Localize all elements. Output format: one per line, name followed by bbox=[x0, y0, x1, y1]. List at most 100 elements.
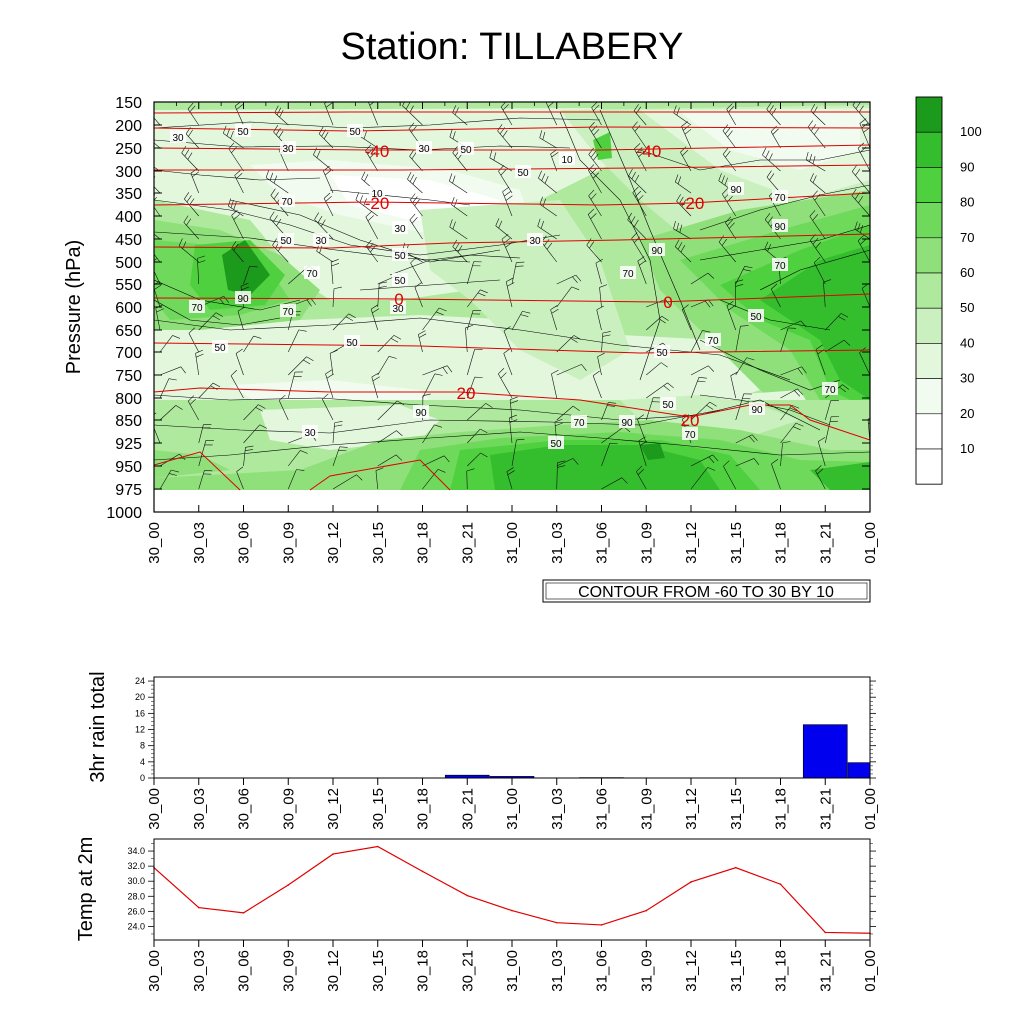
wind-barb bbox=[377, 430, 403, 444]
wind-barb bbox=[556, 364, 587, 376]
colorbar-swatch bbox=[915, 167, 943, 203]
wind-barb bbox=[375, 467, 384, 490]
rh-contour-label: 90 bbox=[619, 415, 635, 429]
wind-barb bbox=[155, 304, 164, 331]
time-tick-label: 31_12 bbox=[683, 950, 700, 992]
wind-barb bbox=[409, 213, 423, 240]
pressure-tick-label: 350 bbox=[115, 186, 142, 203]
rh-label-text: 50 bbox=[214, 343, 226, 354]
temp-point bbox=[690, 881, 692, 883]
wind-barb bbox=[869, 397, 870, 398]
wind-barb bbox=[780, 320, 807, 331]
rh-label-text: 50 bbox=[550, 439, 562, 450]
rh-contour-line bbox=[154, 169, 321, 181]
wind-barb bbox=[495, 218, 513, 240]
wind-barb bbox=[371, 372, 380, 399]
rh-contour-label: 90 bbox=[413, 405, 429, 419]
time-tick-label: 31_09 bbox=[638, 522, 655, 564]
wind-barb bbox=[466, 376, 483, 399]
rh-label-text: 10 bbox=[371, 189, 383, 200]
rh-label-text: 30 bbox=[172, 133, 184, 144]
wind-barb bbox=[815, 465, 826, 490]
temp-contour-label: -20 bbox=[680, 194, 705, 213]
rain-bar bbox=[847, 762, 871, 779]
wind-barb bbox=[230, 369, 244, 399]
time-tick-label: 30_09 bbox=[280, 788, 297, 830]
wind-barb bbox=[646, 362, 668, 376]
colorbar-label: 10 bbox=[960, 441, 974, 456]
rh-contour-label: 50 bbox=[235, 124, 251, 138]
colorbar-swatch bbox=[915, 378, 943, 415]
time-tick-label: 30_00 bbox=[146, 788, 163, 830]
wind-barb bbox=[817, 437, 826, 467]
time-tick-label: 31_12 bbox=[683, 522, 700, 564]
wind-barb bbox=[243, 266, 258, 285]
time-tick-label: 01_00 bbox=[862, 788, 879, 830]
wind-barb bbox=[377, 454, 403, 467]
rh-contour-label: 30 bbox=[390, 301, 406, 315]
wind-barb bbox=[377, 400, 405, 421]
wind-barb bbox=[690, 377, 707, 399]
colorbar-label: 80 bbox=[960, 195, 974, 210]
wind-barb bbox=[780, 422, 804, 444]
rh-contour-label: 70 bbox=[822, 382, 838, 396]
rh-contour-label: 90 bbox=[728, 182, 744, 196]
rh-contour-line bbox=[154, 117, 601, 129]
rh-contour-label: 30 bbox=[280, 141, 296, 155]
wind-barb bbox=[636, 465, 647, 490]
wind-barb bbox=[183, 215, 199, 240]
wind-barb bbox=[377, 335, 402, 353]
temp-contour-label: 20 bbox=[681, 411, 700, 430]
rh-label-text: 30 bbox=[282, 144, 294, 155]
wind-barb bbox=[628, 168, 647, 194]
wind-barb bbox=[869, 329, 870, 330]
rh-contour-label: 30 bbox=[313, 233, 329, 247]
rh-label-text: 50 bbox=[460, 145, 472, 156]
temp-points bbox=[153, 845, 871, 935]
wind-barb bbox=[154, 412, 161, 444]
rh-contour-label: 90 bbox=[772, 219, 788, 233]
pressure-tick-label: 925 bbox=[115, 436, 142, 453]
wind-barb bbox=[502, 186, 513, 217]
temp-point bbox=[600, 924, 603, 926]
colorbar-swatch bbox=[915, 131, 943, 168]
wind-barb bbox=[154, 233, 161, 240]
wind-barb bbox=[409, 149, 423, 172]
wind-barb bbox=[825, 313, 849, 331]
wind-barb bbox=[673, 221, 692, 240]
wind-barb bbox=[723, 460, 737, 490]
time-tick-label: 30_21 bbox=[459, 950, 476, 992]
wind-barb bbox=[377, 281, 388, 308]
wind-barb bbox=[324, 102, 334, 126]
wind-barb bbox=[735, 434, 758, 444]
wind-barb bbox=[498, 368, 513, 399]
rh-region-90 bbox=[760, 245, 870, 400]
wind-barb bbox=[288, 356, 314, 376]
rh-label-text: 70 bbox=[684, 430, 696, 441]
colorbar-label: 40 bbox=[960, 335, 974, 350]
wind-barb bbox=[377, 355, 397, 376]
wind-barb bbox=[646, 299, 671, 308]
pressure-tick-label: 150 bbox=[115, 95, 142, 112]
colorbar-swatch bbox=[915, 272, 943, 309]
wind-barb bbox=[637, 256, 647, 285]
rh-contour-label: 30 bbox=[416, 141, 432, 155]
pressure-tick-label: 800 bbox=[115, 391, 142, 408]
wind-barb bbox=[674, 174, 692, 194]
rh-label-text: 70 bbox=[306, 269, 318, 280]
colorbar-frame bbox=[915, 96, 943, 485]
wind-barb bbox=[637, 414, 647, 444]
temp-axis-label: Temp at 2m bbox=[75, 837, 97, 941]
rain-y-tick-label: 24 bbox=[135, 676, 145, 686]
time-tick-label: 30_21 bbox=[459, 522, 476, 564]
wind-barb bbox=[599, 284, 608, 308]
time-tick-label: 30_15 bbox=[370, 788, 387, 830]
time-tick-label: 01_00 bbox=[862, 522, 879, 564]
rh-contour-label: 50 bbox=[212, 340, 228, 354]
temp-point bbox=[242, 912, 245, 914]
wind-barb bbox=[184, 192, 199, 217]
wind-barb bbox=[332, 420, 343, 444]
wind-barb bbox=[198, 439, 214, 467]
pressure-tick-label: 1000 bbox=[106, 505, 142, 522]
rh-contour-line bbox=[229, 199, 501, 263]
